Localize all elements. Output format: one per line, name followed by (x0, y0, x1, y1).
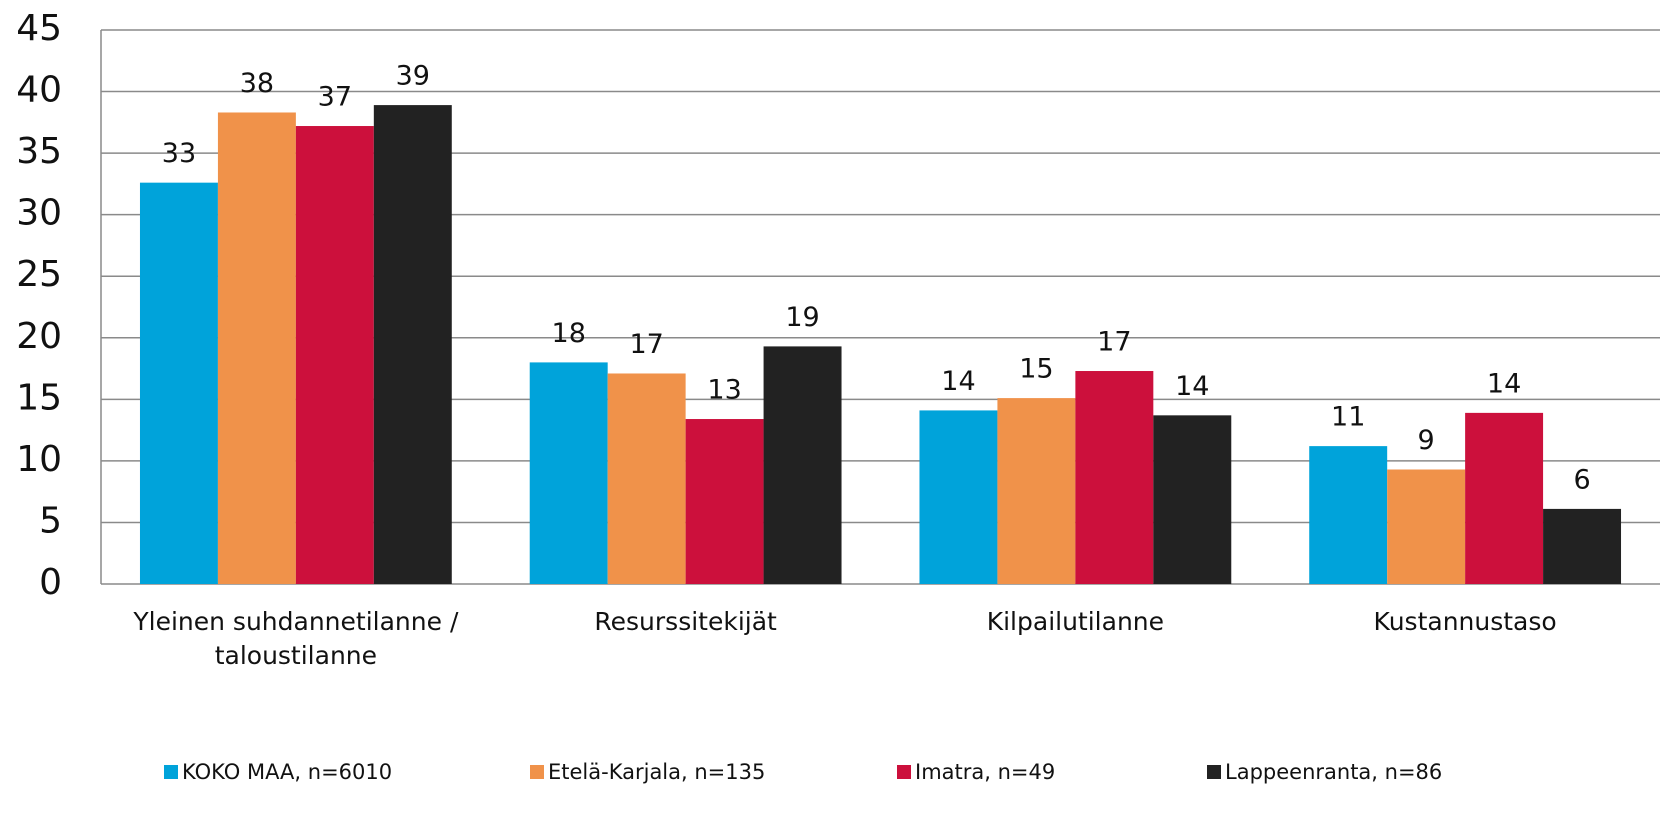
y-tick-label: 40 (16, 70, 62, 111)
data-label: 13 (707, 375, 741, 406)
bar (373, 105, 452, 584)
legend-swatch (897, 765, 911, 779)
legend-entry: KOKO MAA, n=6010 (164, 760, 392, 784)
legend-entry: Imatra, n=49 (897, 760, 1055, 784)
bar (295, 126, 374, 584)
data-label: 14 (1175, 371, 1209, 402)
bar (607, 373, 686, 584)
bar (685, 419, 764, 584)
legend-swatch (164, 765, 178, 779)
data-label: 14 (1487, 368, 1521, 399)
data-label: 6 (1573, 464, 1590, 495)
legend-label: Etelä-Karjala, n=135 (548, 760, 766, 784)
bar (1387, 469, 1466, 584)
data-label: 15 (1019, 354, 1053, 385)
data-label: 19 (785, 302, 819, 333)
x-tick-label: Resurssitekijät (594, 607, 777, 636)
bar (1075, 371, 1154, 584)
data-label: 17 (1097, 327, 1131, 358)
y-tick-label: 0 (39, 562, 62, 603)
bar (919, 410, 998, 584)
x-tick-label: Kustannustaso (1373, 607, 1557, 636)
legend-swatch (530, 765, 544, 779)
y-tick-label: 15 (16, 377, 62, 418)
legend-label: KOKO MAA, n=6010 (182, 760, 393, 784)
bar (1309, 446, 1388, 584)
data-label: 11 (1331, 402, 1365, 433)
data-label: 39 (396, 61, 430, 92)
data-label: 9 (1418, 425, 1435, 456)
y-tick-label: 45 (16, 8, 62, 49)
bar (1465, 412, 1544, 584)
y-tick-label: 10 (16, 439, 62, 480)
y-tick-label: 25 (16, 254, 62, 295)
y-tick-label: 30 (16, 193, 62, 234)
data-label: 17 (629, 329, 663, 360)
data-label: 38 (240, 68, 274, 99)
legend-entry: Lappeenranta, n=86 (1207, 760, 1442, 784)
bar (763, 346, 842, 584)
data-label: 14 (941, 366, 975, 397)
data-label: 18 (552, 318, 586, 349)
legend-label: Imatra, n=49 (915, 760, 1056, 784)
y-tick-label: 20 (16, 316, 62, 357)
bar (139, 182, 218, 584)
bar (1153, 415, 1232, 584)
data-label: 33 (162, 138, 196, 169)
bar (217, 112, 296, 585)
x-tick-label: Yleinen suhdannetilanne / taloustilanne (133, 607, 459, 670)
data-label: 37 (318, 82, 352, 113)
bar (1543, 508, 1622, 584)
y-tick-label: 5 (39, 500, 62, 541)
x-tick-label: Kilpailutilanne (986, 607, 1165, 636)
bar (997, 398, 1076, 584)
legend-swatch (1207, 765, 1221, 779)
legend-entry: Etelä-Karjala, n=135 (530, 760, 765, 784)
y-tick-label: 35 (16, 131, 62, 172)
bar (529, 362, 608, 584)
legend-label: Lappeenranta, n=86 (1225, 760, 1443, 784)
